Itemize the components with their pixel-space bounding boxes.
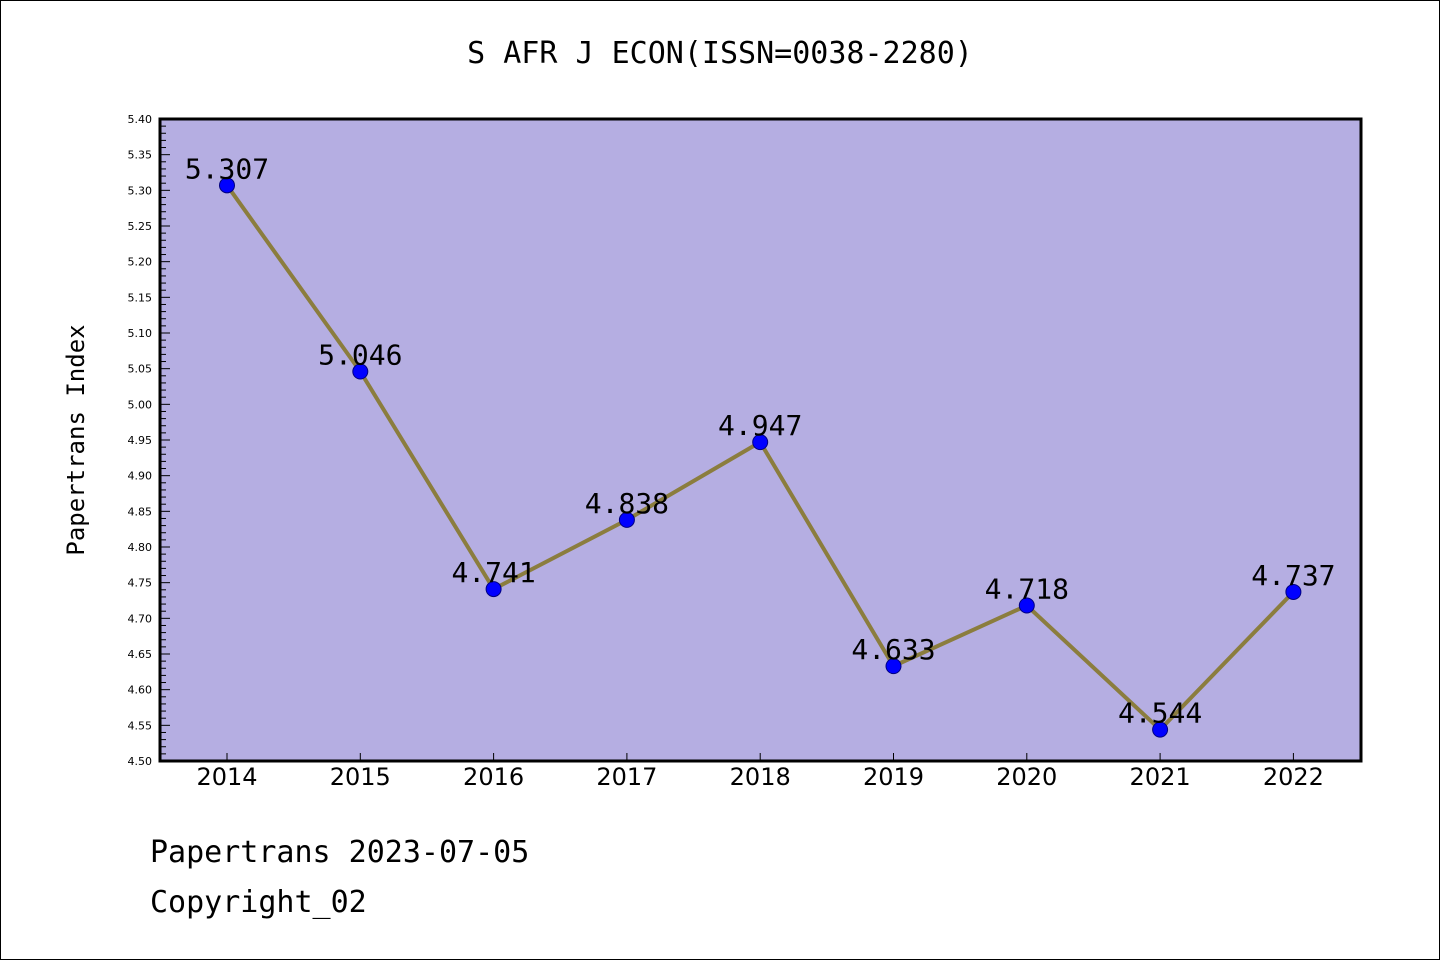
data-label: 4.947 [718, 409, 802, 442]
footer-copyright: Copyright_02 [150, 885, 367, 920]
data-label: 4.718 [985, 572, 1069, 605]
chart-title: S AFR J ECON(ISSN=0038-2280) [467, 36, 973, 71]
data-label: 4.633 [851, 633, 935, 666]
data-label: 4.544 [1118, 697, 1202, 730]
y-tick-label: 4.90 [128, 470, 153, 483]
data-point-marker [485, 581, 502, 598]
y-tick-label: 5.30 [128, 184, 153, 197]
x-tick-label: 2017 [596, 763, 657, 791]
x-tick-label: 2019 [863, 763, 924, 791]
data-label: 5.046 [318, 339, 402, 372]
y-tick-label: 4.50 [128, 755, 153, 768]
x-tick-label: 2021 [1130, 763, 1191, 791]
y-tick-label: 4.75 [128, 577, 153, 590]
y-tick-label: 5.10 [128, 327, 153, 340]
data-point-marker [219, 177, 235, 194]
y-tick-label: 5.20 [128, 256, 153, 269]
y-tick-label: 5.05 [128, 363, 153, 376]
x-tick-label: 2020 [996, 763, 1057, 791]
y-tick-label: 5.35 [128, 149, 153, 162]
data-label: 4.741 [451, 556, 535, 589]
y-tick-label: 4.85 [128, 505, 153, 518]
plot-border [158, 117, 1363, 763]
x-tick-label: 2018 [730, 763, 791, 791]
x-tick-label: 2014 [196, 763, 257, 791]
y-tick-label: 4.65 [128, 648, 153, 661]
data-point-marker [752, 434, 769, 451]
data-point-marker [885, 658, 902, 675]
data-label: 4.838 [585, 487, 669, 520]
y-tick-label: 5.25 [128, 220, 153, 233]
y-tick-label: 5.40 [128, 113, 153, 126]
data-point-marker [618, 511, 635, 528]
data-label: 5.307 [185, 152, 269, 185]
x-tick-label: 2016 [463, 763, 524, 791]
data-point-marker [352, 363, 369, 380]
y-tick-label: 4.70 [128, 612, 153, 625]
data-label: 4.737 [1251, 559, 1335, 592]
y-tick-label: 4.60 [128, 684, 153, 697]
x-tick-label: 2015 [330, 763, 391, 791]
x-tick-label: 2022 [1263, 763, 1324, 791]
y-tick-label: 5.00 [128, 398, 153, 411]
y-tick-label: 4.95 [128, 434, 153, 447]
y-tick-label: 5.15 [128, 291, 153, 304]
footer-date: Papertrans 2023-07-05 [150, 835, 530, 870]
y-axis-label: Papertrans Index [62, 324, 90, 555]
y-tick-label: 4.80 [128, 541, 153, 554]
data-point-marker [1285, 583, 1302, 600]
data-point-marker [1152, 721, 1169, 738]
data-point-marker [1018, 597, 1035, 614]
y-tick-label: 4.55 [128, 719, 153, 732]
